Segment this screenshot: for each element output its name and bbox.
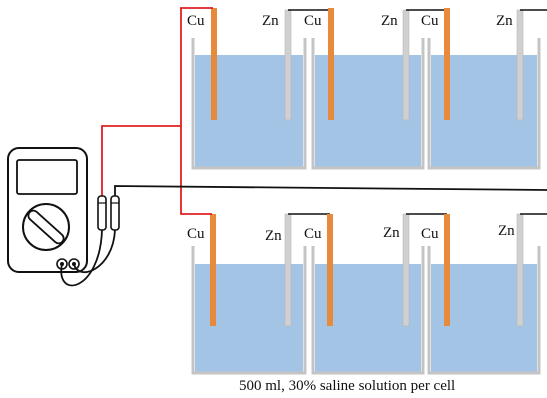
copper-electrode — [211, 8, 217, 120]
zinc-label: Zn — [498, 223, 515, 239]
black-wire — [114, 185, 547, 198]
tank-wall — [427, 38, 541, 170]
cell-bottom-1: Cu Zn — [187, 213, 330, 375]
copper-electrode — [210, 214, 216, 326]
zinc-electrode — [402, 9, 410, 121]
copper-electrode — [327, 214, 333, 326]
red-wire-to-probe — [101, 125, 181, 198]
red-wire — [101, 7, 213, 215]
cell-bottom-3: Cu Zn — [421, 213, 547, 375]
probe-red — [97, 195, 107, 231]
probe-lead-right — [73, 229, 116, 274]
zinc-electrode — [284, 9, 292, 121]
zinc-label: Zn — [262, 13, 279, 29]
tank-wall — [191, 246, 307, 375]
zinc-label: Zn — [496, 13, 513, 29]
probe-lead-left — [60, 229, 103, 287]
zinc-electrode — [516, 213, 524, 327]
probe-black — [110, 195, 120, 231]
dial-knob — [27, 209, 65, 245]
zinc-label: Zn — [381, 13, 398, 29]
red-wire-bottom — [180, 126, 212, 215]
cell-top-1: Cu Zn — [187, 8, 331, 170]
copper-label: Cu — [187, 13, 205, 29]
caption: 500 ml, 30% saline solution per cell — [239, 378, 455, 394]
tank-wall — [427, 246, 541, 375]
tank-wall — [191, 38, 307, 170]
copper-label: Cu — [421, 13, 439, 29]
bottom-cell-row: Cu Zn Cu Zn Cu Zn — [187, 213, 547, 375]
cell-top-2: Cu Zn — [304, 8, 447, 170]
zinc-label: Zn — [265, 228, 282, 244]
red-wire-top — [180, 7, 213, 126]
copper-label: Cu — [187, 226, 205, 242]
cell-bottom-2: Cu Zn — [304, 213, 447, 375]
copper-label: Cu — [304, 226, 322, 242]
probe-icon — [97, 195, 120, 231]
black-wire-to-probe — [114, 185, 547, 198]
cell-top-3: Cu Zn — [421, 8, 547, 170]
zinc-electrode — [516, 9, 524, 121]
copper-label: Cu — [304, 13, 322, 29]
copper-electrode — [444, 8, 450, 120]
zinc-electrode — [402, 213, 410, 327]
multimeter-icon — [7, 147, 88, 273]
tank-wall — [311, 246, 425, 375]
zinc-label: Zn — [383, 225, 400, 241]
tank-wall — [311, 38, 425, 170]
copper-label: Cu — [421, 226, 439, 242]
multimeter-display — [16, 159, 78, 195]
copper-electrode — [444, 214, 450, 326]
probe-leads — [60, 229, 116, 287]
top-cell-row: Cu Zn Cu Zn Cu Zn — [187, 8, 547, 170]
zinc-electrode — [284, 213, 292, 327]
copper-electrode — [328, 8, 334, 120]
